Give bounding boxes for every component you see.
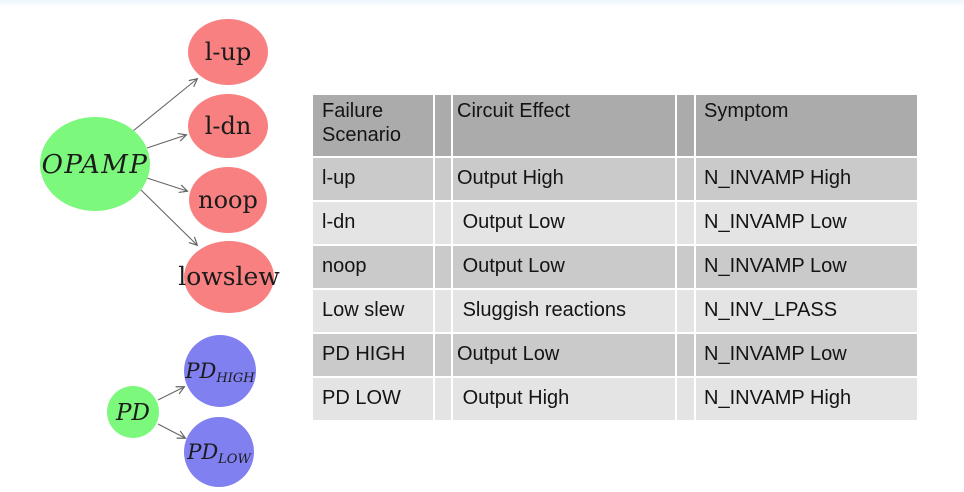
table-row: PD LOW Output High N_INVAMP High (313, 378, 917, 420)
header-circuit-effect: Circuit Effect (453, 95, 675, 156)
cell-spacer (435, 334, 451, 376)
cell-spacer (435, 378, 451, 420)
cell-symptom: N_INVAMP Low (696, 334, 917, 376)
cell-spacer (677, 202, 694, 244)
header-failure-scenario: Failure Scenario (313, 95, 433, 156)
top-edge-highlight (0, 0, 964, 7)
failure-table: Failure Scenario Circuit Effect Symptom … (311, 93, 919, 422)
edge-pd-pdhigh (157, 387, 184, 401)
cell-scenario: PD HIGH (313, 334, 433, 376)
cell-symptom: N_INV_LPASS (696, 290, 917, 332)
node-pdhigh-label: PDHIGH (184, 359, 255, 386)
cell-effect: Sluggish reactions (453, 290, 675, 332)
header-spacer (435, 95, 451, 156)
edge-opamp-ldn (146, 135, 186, 149)
edge-opamp-lup (132, 79, 197, 132)
cell-spacer (677, 158, 694, 200)
cell-spacer (677, 290, 694, 332)
node-pdlow-label: PDLOW (186, 440, 252, 467)
table-row: Low slew Sluggish reactions N_INV_LPASS (313, 290, 917, 332)
cell-spacer (435, 158, 451, 200)
cell-spacer (677, 334, 694, 376)
cell-scenario: l-dn (313, 202, 433, 244)
node-lowslew-label: lowslew (178, 262, 280, 291)
node-lup-label: l-up (205, 38, 252, 66)
node-pdhigh-subscript: HIGH (215, 371, 255, 386)
cell-symptom: N_INVAMP Low (696, 202, 917, 244)
cell-scenario: noop (313, 246, 433, 288)
table-header-row: Failure Scenario Circuit Effect Symptom (313, 95, 917, 156)
node-opamp-label: OPAMP (42, 150, 149, 180)
node-noop-label: noop (198, 186, 258, 214)
table-row: l-dn Output Low N_INVAMP Low (313, 202, 917, 244)
node-pdhigh (184, 335, 256, 407)
edge-opamp-lowslew (139, 188, 197, 245)
cell-spacer (435, 246, 451, 288)
cell-effect: Output Low (453, 334, 675, 376)
table-row: PD HIGH Output Low N_INVAMP Low (313, 334, 917, 376)
cell-effect: Output Low (453, 202, 675, 244)
pd-fault-tree: PD PDHIGH PDLOW (107, 335, 256, 487)
cell-effect: Output High (453, 378, 675, 420)
table-row: l-up Output High N_INVAMP High (313, 158, 917, 200)
cell-scenario: PD LOW (313, 378, 433, 420)
node-lup (188, 19, 268, 85)
cell-spacer (435, 202, 451, 244)
edge-opamp-noop (146, 177, 187, 191)
cell-symptom: N_INVAMP Low (696, 246, 917, 288)
header-spacer (677, 95, 694, 156)
node-pdlow (184, 417, 254, 487)
cell-effect: Output High (453, 158, 675, 200)
table-row: noop Output Low N_INVAMP Low (313, 246, 917, 288)
cell-symptom: N_INVAMP High (696, 158, 917, 200)
node-pdhigh-base: PD (184, 359, 216, 383)
node-pd-label: PD (115, 400, 150, 426)
cell-scenario: Low slew (313, 290, 433, 332)
cell-scenario: l-up (313, 158, 433, 200)
node-noop (189, 167, 267, 233)
header-symptom: Symptom (696, 95, 917, 156)
edge-pd-pdlow (157, 423, 185, 438)
cell-spacer (435, 290, 451, 332)
cell-spacer (677, 246, 694, 288)
cell-spacer (677, 378, 694, 420)
node-lowslew (184, 241, 274, 313)
node-ldn-label: l-dn (205, 112, 252, 140)
node-pd (107, 386, 159, 438)
node-ldn (188, 94, 268, 158)
cell-symptom: N_INVAMP High (696, 378, 917, 420)
node-pdlow-base: PD (186, 440, 218, 464)
node-pdlow-subscript: LOW (217, 452, 252, 467)
node-opamp (40, 117, 150, 211)
opamp-fault-tree: OPAMP l-up l-dn noop lowslew (40, 19, 280, 313)
cell-effect: Output Low (453, 246, 675, 288)
